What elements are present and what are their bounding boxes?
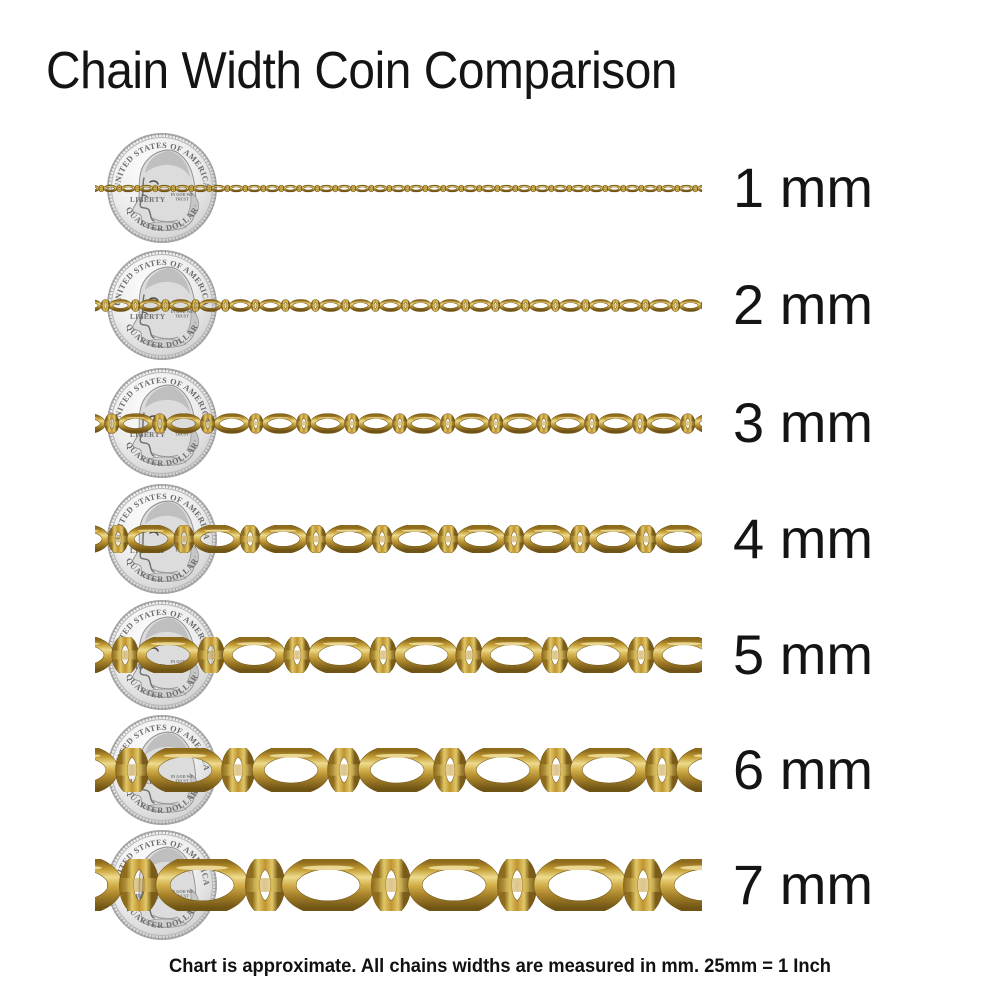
svg-text:IN GOD WE: IN GOD WE (171, 889, 194, 894)
chain-row: UNITED STATES OF AMERICA QUARTER DOLLAR … (0, 132, 1000, 250)
svg-text:TRUST: TRUST (175, 779, 189, 784)
svg-text:*: * (194, 671, 197, 676)
svg-text:*: * (194, 321, 197, 326)
svg-text:LIBERTY: LIBERTY (130, 431, 166, 439)
svg-text:LIBERTY: LIBERTY (130, 778, 166, 786)
svg-text:IN GOD WE: IN GOD WE (171, 774, 194, 779)
svg-text:TRUST: TRUST (175, 197, 189, 202)
quarter-coin-icon: UNITED STATES OF AMERICA QUARTER DOLLAR … (106, 132, 218, 244)
chain-strand (95, 525, 702, 553)
quarter-coin-icon: UNITED STATES OF AMERICA QUARTER DOLLAR … (106, 483, 218, 595)
chain-row: UNITED STATES OF AMERICA QUARTER DOLLAR … (0, 599, 1000, 717)
svg-text:TRUST: TRUST (175, 894, 189, 899)
chain-strand (95, 183, 702, 194)
chain-strand (95, 298, 702, 313)
chain-row: UNITED STATES OF AMERICA QUARTER DOLLAR … (0, 483, 1000, 601)
chain-row: UNITED STATES OF AMERICA QUARTER DOLLAR … (0, 249, 1000, 367)
svg-text:IN GOD WE: IN GOD WE (171, 659, 194, 664)
chain-width-label: 4 mm (733, 507, 873, 570)
chain-row: UNITED STATES OF AMERICA QUARTER DOLLAR … (0, 829, 1000, 947)
chain-row: UNITED STATES OF AMERICA QUARTER DOLLAR … (0, 367, 1000, 485)
svg-text:*: * (194, 555, 197, 560)
footer-note: Chart is approximate. All chains widths … (169, 955, 831, 977)
chain-strand (95, 413, 702, 434)
chain-width-label: 1 mm (733, 156, 873, 219)
chain-strand (95, 637, 702, 673)
chain-strand (95, 748, 702, 792)
chain-width-label: 6 mm (733, 738, 873, 801)
svg-text:TRUST: TRUST (175, 314, 189, 319)
svg-text:LIBERTY: LIBERTY (130, 196, 166, 204)
svg-text:IN GOD WE: IN GOD WE (171, 192, 194, 197)
page-title: Chain Width Coin Comparison (46, 42, 678, 100)
chain-width-label: 2 mm (733, 273, 873, 336)
svg-text:*: * (194, 204, 197, 209)
chain-width-label: 3 mm (733, 391, 873, 454)
chain-width-label: 5 mm (733, 623, 873, 686)
chain-strand (95, 859, 702, 911)
svg-text:*: * (194, 439, 197, 444)
svg-text:LIBERTY: LIBERTY (130, 313, 166, 321)
chain-row: UNITED STATES OF AMERICA QUARTER DOLLAR … (0, 714, 1000, 832)
svg-text:IN GOD WE: IN GOD WE (171, 309, 194, 314)
svg-text:TRUST: TRUST (175, 432, 189, 437)
chain-width-label: 7 mm (733, 853, 873, 916)
